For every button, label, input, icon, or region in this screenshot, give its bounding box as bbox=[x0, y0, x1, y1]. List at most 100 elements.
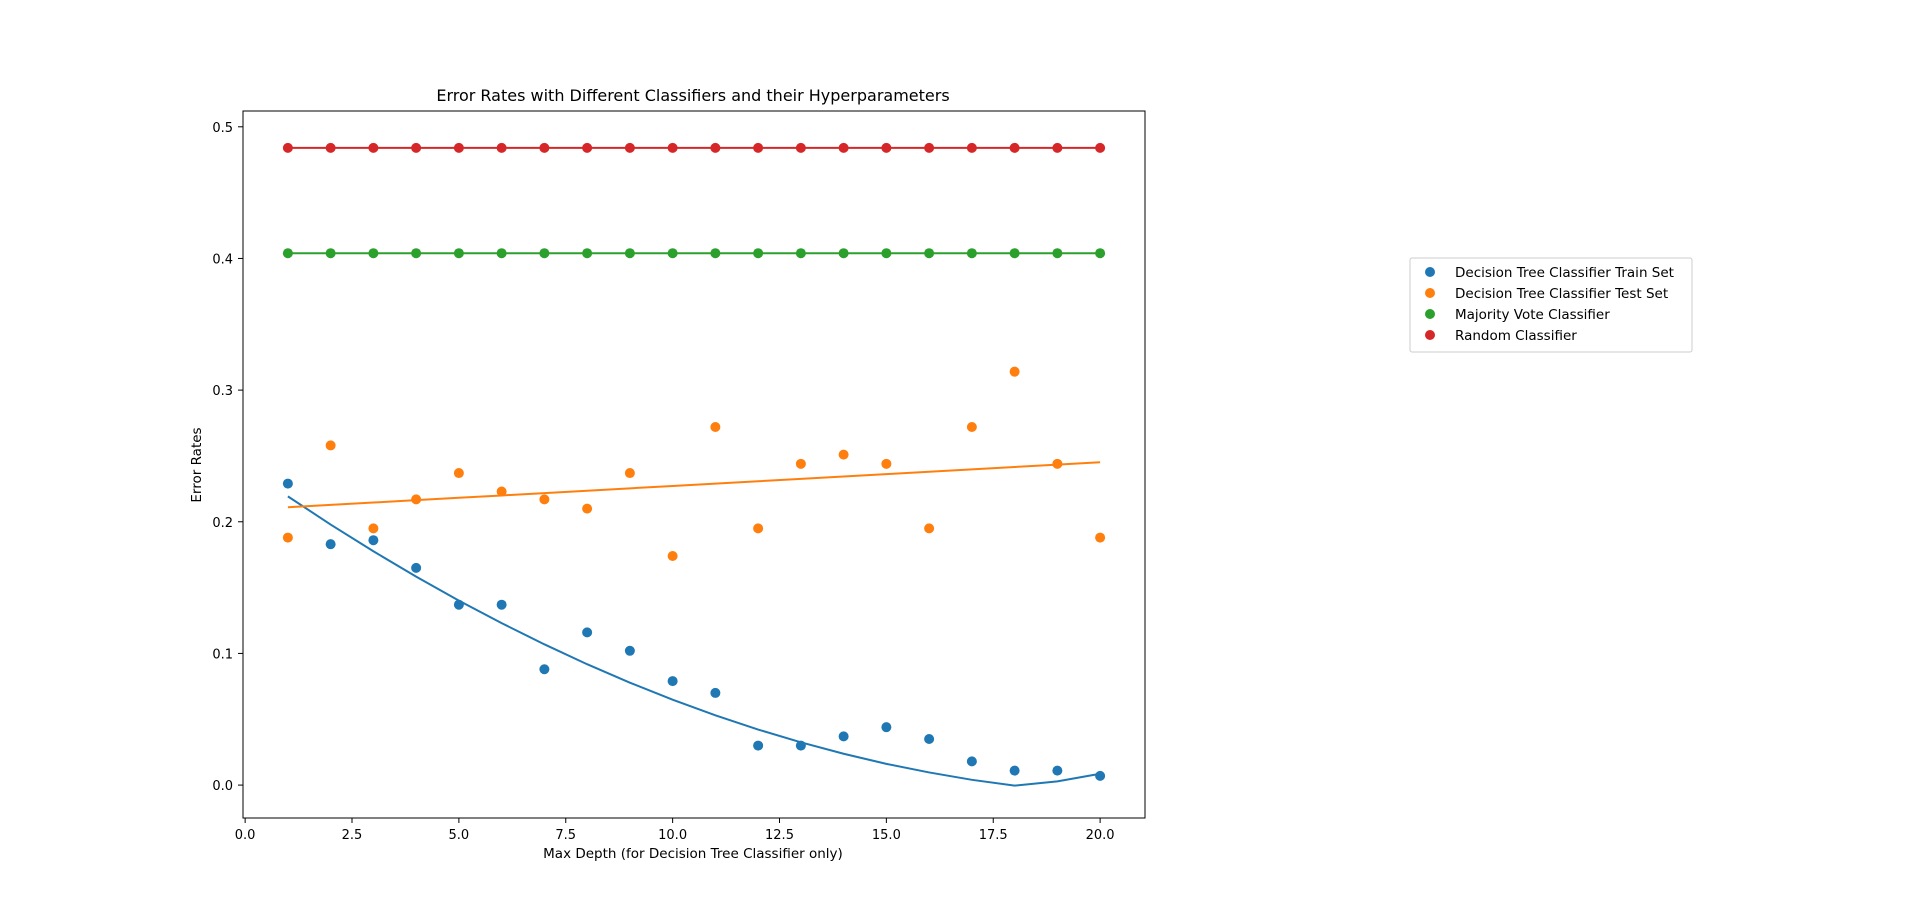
x-tick-label: 17.5 bbox=[979, 828, 1008, 843]
legend-label: Decision Tree Classifier Test Set bbox=[1455, 286, 1668, 302]
x-tick-label: 15.0 bbox=[872, 828, 901, 843]
series-3-point bbox=[838, 142, 849, 153]
series-1-point bbox=[582, 503, 593, 514]
series-1-point bbox=[753, 523, 764, 534]
series-1-point bbox=[453, 468, 464, 479]
series-2-point bbox=[710, 248, 721, 259]
series-2-point bbox=[667, 248, 678, 259]
y-tick-label: 0.4 bbox=[212, 252, 233, 267]
series-1-point bbox=[710, 421, 721, 432]
series-1-point bbox=[1095, 532, 1106, 543]
series-3-point bbox=[282, 142, 293, 153]
series-0-point bbox=[667, 676, 678, 687]
series-0-point bbox=[282, 478, 293, 489]
legend-label: Majority Vote Classifier bbox=[1455, 307, 1610, 323]
x-tick-label: 2.5 bbox=[342, 828, 363, 843]
series-3-point bbox=[411, 142, 422, 153]
series-1-point bbox=[966, 421, 977, 432]
series-1-point bbox=[795, 458, 806, 469]
series-0-point bbox=[496, 599, 507, 610]
series-1-point bbox=[667, 551, 678, 562]
series-1-point bbox=[325, 440, 336, 451]
series-2-point bbox=[1009, 248, 1020, 259]
series-3-point bbox=[881, 142, 892, 153]
x-axis: 0.0 2.5 5.0 7.5 10.0 12.5 15.0 17.5 20.0 bbox=[235, 818, 1115, 843]
series-1-point bbox=[838, 449, 849, 460]
series-1-point bbox=[924, 523, 935, 534]
series-0-point bbox=[368, 535, 379, 546]
series-3-point bbox=[710, 142, 721, 153]
legend-label: Decision Tree Classifier Train Set bbox=[1455, 265, 1674, 281]
y-axis: 0.0 0.1 0.2 0.3 0.4 0.5 bbox=[212, 121, 243, 794]
y-tick-label: 0.3 bbox=[212, 384, 233, 399]
y-tick-label: 0.2 bbox=[212, 516, 233, 531]
x-axis-label: Max Depth (for Decision Tree Classifier … bbox=[543, 846, 843, 862]
series-3-point bbox=[325, 142, 336, 153]
series-2-point bbox=[753, 248, 764, 259]
series-0-point bbox=[753, 740, 764, 751]
legend-label: Random Classifier bbox=[1455, 328, 1577, 344]
series-1-point bbox=[1009, 366, 1020, 377]
series-2-point bbox=[881, 248, 892, 259]
series-2-point bbox=[582, 248, 593, 259]
series-2-point bbox=[496, 248, 507, 259]
series-2-point bbox=[1052, 248, 1063, 259]
series-1-point bbox=[411, 494, 422, 505]
y-tick-label: 0.1 bbox=[212, 647, 233, 662]
series-1-point bbox=[282, 532, 293, 543]
series-2-point bbox=[1095, 248, 1106, 259]
series-2-point bbox=[325, 248, 336, 259]
series-0-point bbox=[924, 734, 935, 745]
series-0-point bbox=[881, 722, 892, 733]
series-0-trend-line bbox=[287, 495, 1101, 787]
x-tick-label: 12.5 bbox=[765, 828, 794, 843]
series-0-point bbox=[710, 687, 721, 698]
series-1-point bbox=[1052, 458, 1063, 469]
series-0-point bbox=[582, 627, 593, 638]
series-3-point bbox=[453, 142, 464, 153]
series-3-point bbox=[966, 142, 977, 153]
x-tick-label: 7.5 bbox=[555, 828, 576, 843]
y-tick-label: 0.0 bbox=[212, 779, 233, 794]
series-0-point bbox=[1009, 765, 1020, 776]
series-1-point bbox=[539, 494, 550, 505]
series-0-point bbox=[1095, 770, 1106, 781]
series-1-trend-line bbox=[287, 461, 1101, 509]
series-0-point bbox=[411, 562, 422, 573]
y-tick-label: 0.5 bbox=[212, 121, 233, 136]
series-3-point bbox=[667, 142, 678, 153]
series-0-point bbox=[539, 664, 550, 675]
series-3-point bbox=[753, 142, 764, 153]
legend: Decision Tree Classifier Train Set Decisi… bbox=[1409, 257, 1693, 353]
legend-marker bbox=[1425, 267, 1435, 277]
series-2-point bbox=[795, 248, 806, 259]
series-2-point bbox=[411, 248, 422, 259]
plot-frame bbox=[242, 110, 1146, 819]
series-2-point bbox=[539, 248, 550, 259]
series-2-point bbox=[966, 248, 977, 259]
series-3-point bbox=[1009, 142, 1020, 153]
series-1-point bbox=[368, 523, 379, 534]
series-3-point bbox=[924, 142, 935, 153]
series-3-point bbox=[582, 142, 593, 153]
series-0-point bbox=[325, 539, 336, 550]
series-3-point bbox=[539, 142, 550, 153]
series-2-point bbox=[453, 248, 464, 259]
plot-area bbox=[242, 110, 1146, 819]
x-tick-label: 20.0 bbox=[1086, 828, 1115, 843]
legend-marker bbox=[1425, 309, 1435, 319]
series-0-point bbox=[966, 756, 977, 767]
series-2-point bbox=[924, 248, 935, 259]
series-3-point bbox=[1095, 142, 1106, 153]
series-3-point bbox=[795, 142, 806, 153]
series-1-point bbox=[881, 458, 892, 469]
x-tick-label: 0.0 bbox=[235, 828, 256, 843]
y-axis-label: Error Rates bbox=[189, 427, 205, 502]
series-0-point bbox=[624, 645, 635, 656]
series-0-point bbox=[795, 740, 806, 751]
chart-title: Error Rates with Different Classifiers a… bbox=[436, 86, 949, 105]
legend-marker bbox=[1425, 288, 1435, 298]
series-3-point bbox=[496, 142, 507, 153]
series-2-point bbox=[838, 248, 849, 259]
series-0-point bbox=[453, 599, 464, 610]
